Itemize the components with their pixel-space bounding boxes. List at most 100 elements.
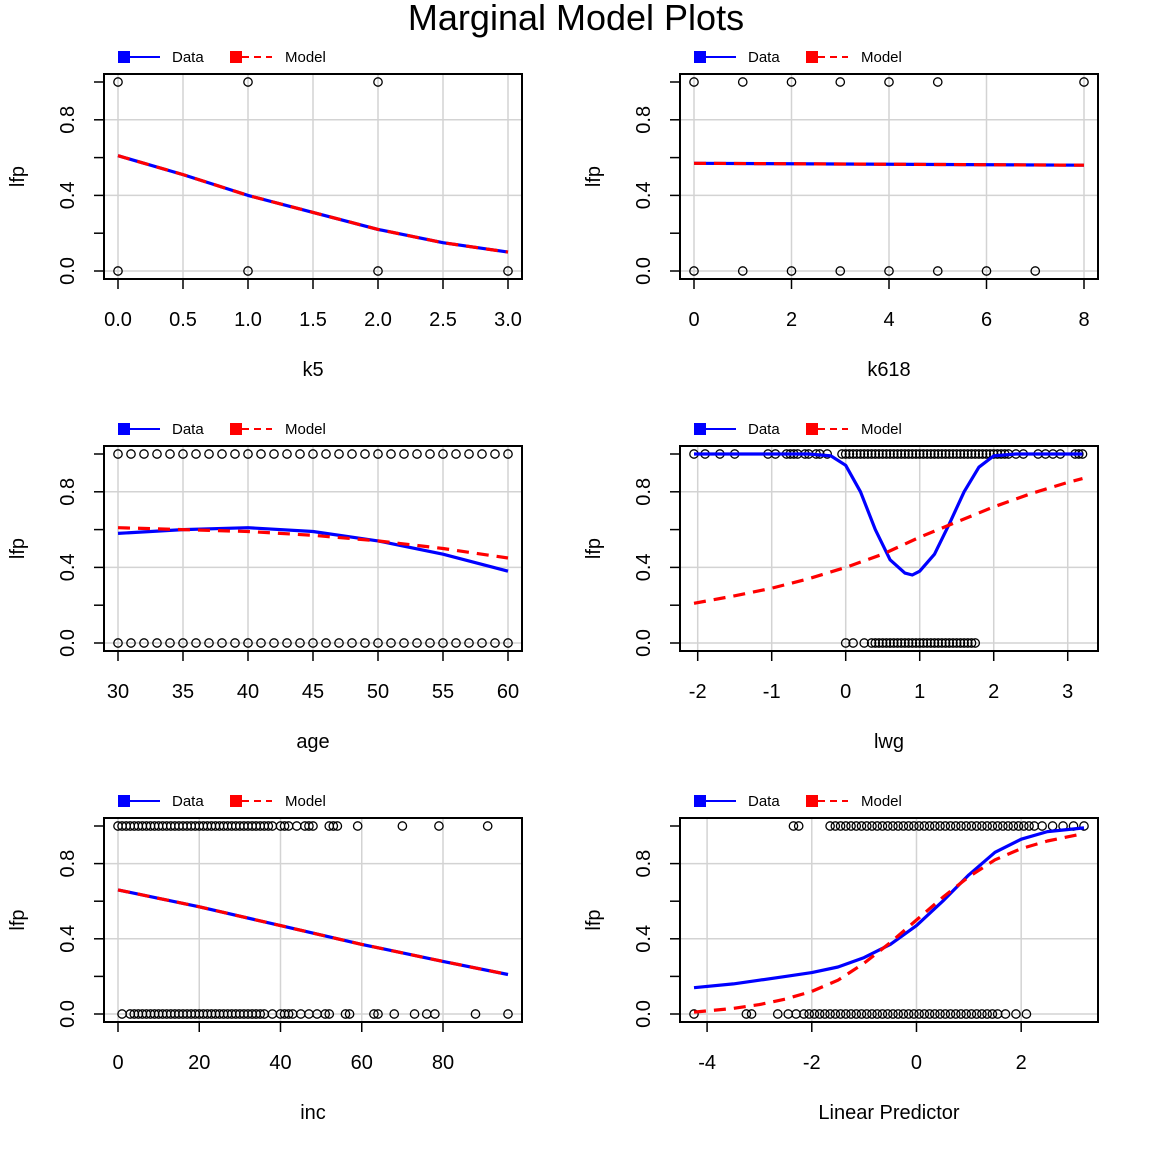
chart-6-point-3 bbox=[830, 821, 841, 831]
chart-6-point-49 bbox=[746, 1009, 757, 1019]
chart-4-point-34 bbox=[907, 449, 918, 459]
chart-3-point-16 bbox=[321, 449, 331, 459]
chart-4-point-98 bbox=[959, 638, 969, 648]
chart-4-point-83 bbox=[903, 638, 914, 648]
chart-4-y-axis: 0.0 0.4 0.8 lfp bbox=[583, 453, 680, 657]
chart-2-point-5 bbox=[932, 77, 943, 87]
chart-4-point-92 bbox=[937, 638, 947, 648]
chart-1-x-tick-label-6: 3.0 bbox=[494, 309, 522, 331]
chart-5-point-107 bbox=[503, 1009, 513, 1019]
chart-4-point-36 bbox=[914, 449, 925, 459]
chart-1-point-0 bbox=[113, 77, 123, 87]
chart-6-point-26 bbox=[950, 821, 961, 831]
chart-4-point-85 bbox=[911, 638, 921, 648]
chart-2-grid bbox=[680, 74, 1098, 279]
chart-6-x-tick-label-0: -4 bbox=[698, 1052, 716, 1074]
chart-6-point-17 bbox=[903, 821, 914, 831]
chart-4-point-43 bbox=[940, 449, 951, 459]
chart-3-legend-model-label: Model bbox=[285, 421, 326, 438]
chart-6-point-82 bbox=[950, 1009, 961, 1019]
chart-2-point-4 bbox=[884, 77, 894, 87]
chart-6-point-14 bbox=[888, 821, 898, 831]
chart-3-point-4 bbox=[165, 449, 175, 459]
chart-4-point-24 bbox=[870, 449, 881, 459]
chart-6-point-73 bbox=[903, 1009, 914, 1019]
chart-3-points bbox=[113, 449, 513, 648]
chart-6-point-83 bbox=[956, 1009, 966, 1019]
chart-3-x-tick-label-2: 40 bbox=[237, 681, 259, 703]
chart-3-point-0 bbox=[113, 449, 123, 459]
chart-4-point-48 bbox=[959, 449, 969, 459]
chart-4-x-tick-label-2: 0 bbox=[840, 681, 851, 703]
chart-4-point-35 bbox=[911, 449, 921, 459]
chart-6-point-50 bbox=[772, 1009, 783, 1019]
chart-6-point-72 bbox=[898, 1009, 909, 1019]
chart-2-y-tick-label-0: 0.0 bbox=[633, 257, 655, 285]
chart-3-point-50 bbox=[360, 638, 370, 648]
chart-6-point-2 bbox=[825, 821, 835, 831]
chart-4-point-18 bbox=[848, 449, 858, 459]
chart-3-point-32 bbox=[126, 638, 136, 648]
chart-6-legend: Data Model bbox=[694, 793, 902, 810]
chart-1-legend-model-label: Model bbox=[285, 49, 326, 66]
chart-3-point-25 bbox=[438, 449, 448, 459]
chart-3-series-model-line bbox=[117, 526, 509, 560]
chart-5-point-96 bbox=[320, 1009, 331, 1019]
chart-1-y-tick-label-2: 0.8 bbox=[57, 106, 79, 134]
chart-5-point-99 bbox=[344, 1009, 355, 1019]
chart-5-y-axis: 0.0 0.4 0.8 lfp bbox=[7, 825, 104, 1028]
chart-3-point-23 bbox=[412, 449, 422, 459]
chart-4-point-28 bbox=[885, 449, 895, 459]
chart-1-x-tick-label-0: 0.0 bbox=[104, 309, 132, 331]
chart-6-y-tick-label-1: 0.4 bbox=[633, 925, 655, 953]
chart-6-point-6 bbox=[846, 821, 856, 831]
chart-6-point-68 bbox=[877, 1009, 888, 1019]
chart-3-point-30 bbox=[503, 449, 513, 459]
chart-6-point-12 bbox=[877, 821, 888, 831]
chart-2-point-1 bbox=[737, 77, 748, 87]
chart-4-point-89 bbox=[925, 638, 936, 648]
chart-6-point-32 bbox=[982, 821, 993, 831]
chart-4-point-82 bbox=[900, 638, 910, 648]
chart-3-point-18 bbox=[347, 449, 357, 459]
chart-6-point-55 bbox=[809, 1009, 820, 1019]
chart-3-point-24 bbox=[425, 449, 435, 459]
chart-4-point-96 bbox=[951, 638, 962, 648]
chart-1-legend: Data Model bbox=[118, 49, 326, 66]
chart-6-point-37 bbox=[1008, 821, 1019, 831]
chart-3-legend: Data Model bbox=[118, 421, 326, 438]
chart-4-point-23 bbox=[866, 449, 877, 459]
chart-6-point-87 bbox=[977, 1009, 987, 1019]
chart-4-point-26 bbox=[877, 449, 888, 459]
chart-6-y-tick-label-0: 0.0 bbox=[633, 1000, 655, 1028]
chart-5-x-tick-label-4: 80 bbox=[432, 1052, 454, 1074]
chart-5-legend: Data Model bbox=[118, 793, 326, 810]
chart-1-x-tick-label-1: 0.5 bbox=[169, 309, 197, 331]
chart-3-point-60 bbox=[490, 638, 500, 648]
chart-4-point-27 bbox=[881, 449, 892, 459]
chart-3-point-28 bbox=[477, 449, 487, 459]
chart-5-y-tick-label-2: 0.8 bbox=[57, 850, 79, 878]
chart-4-point-77 bbox=[881, 638, 892, 648]
chart-6-point-61 bbox=[840, 1009, 851, 1019]
chart-6-x-axis-label: Linear Predictor bbox=[818, 1102, 960, 1124]
chart-2-point-10 bbox=[835, 266, 846, 276]
chart-4-point-25 bbox=[874, 449, 884, 459]
chart-5-point-86 bbox=[255, 1009, 266, 1019]
chart-6-point-18 bbox=[909, 821, 919, 831]
chart-3-point-7 bbox=[204, 449, 214, 459]
chart-3-point-61 bbox=[503, 638, 513, 648]
chart-6-point-30 bbox=[971, 821, 982, 831]
chart-2-legend-data-label: Data bbox=[748, 49, 780, 66]
chart-4-point-33 bbox=[903, 449, 914, 459]
chart-5-point-47 bbox=[328, 821, 339, 831]
chart-1-y-tick-label-0: 0.0 bbox=[57, 257, 79, 285]
chart-5-y-tick-label-1: 0.4 bbox=[57, 925, 79, 953]
chart-2-point-3 bbox=[835, 77, 846, 87]
chart-3-point-48 bbox=[334, 638, 344, 648]
chart-6-point-22 bbox=[929, 821, 940, 831]
chart-6-point-66 bbox=[867, 1009, 877, 1019]
chart-2-x-tick-label-4: 8 bbox=[1078, 309, 1089, 331]
chart-2-point-7 bbox=[689, 266, 699, 276]
chart-4-point-32 bbox=[900, 449, 910, 459]
